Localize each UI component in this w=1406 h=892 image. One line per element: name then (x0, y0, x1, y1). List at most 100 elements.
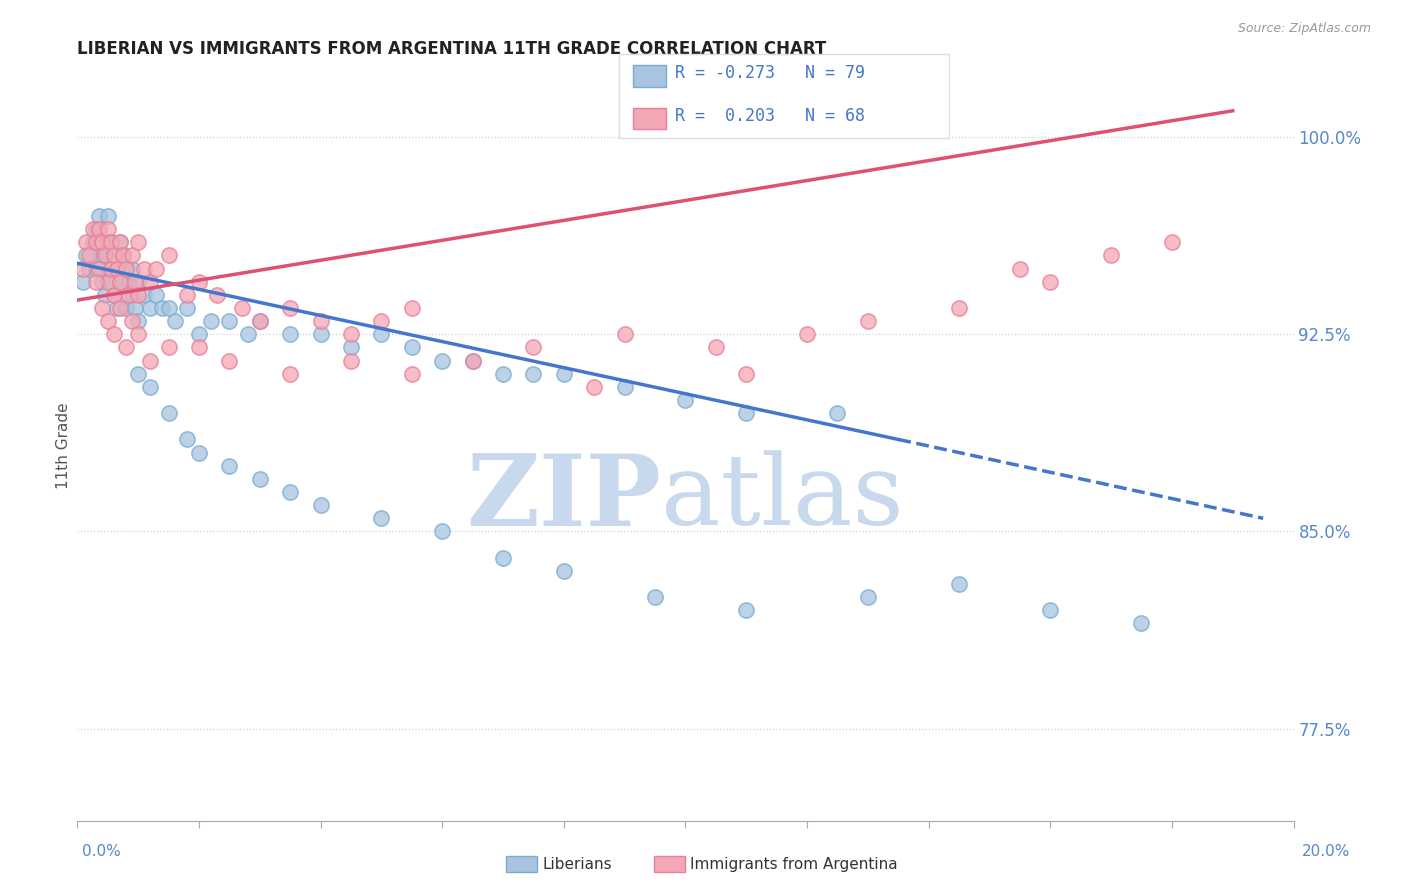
Point (1008, 261, 1031, 276)
Point (115, 340, 138, 354)
Point (309, 327, 332, 342)
Point (103, 288, 125, 302)
Point (188, 340, 211, 354)
Y-axis label: 11th Grade: 11th Grade (56, 402, 70, 490)
Point (84, 275, 107, 289)
Text: Immigrants from Argentina: Immigrants from Argentina (690, 857, 898, 871)
Point (827, 406, 849, 420)
Point (97, 209, 120, 223)
Point (1130, 616, 1153, 631)
Point (127, 235, 149, 250)
Point (278, 367, 301, 381)
Point (115, 261, 138, 276)
Point (340, 327, 363, 342)
Point (1099, 248, 1122, 262)
Point (115, 261, 138, 276)
Point (100, 235, 122, 250)
Point (157, 301, 180, 315)
Point (735, 406, 758, 420)
Point (127, 275, 149, 289)
Point (84, 235, 107, 250)
Point (93, 248, 115, 262)
Point (157, 248, 180, 262)
Point (139, 301, 162, 315)
Point (72, 275, 94, 289)
Point (704, 340, 727, 354)
Point (675, 392, 697, 407)
Point (139, 353, 162, 368)
Point (87, 261, 110, 276)
Point (856, 314, 879, 328)
Point (87, 222, 110, 236)
Point (90, 235, 112, 250)
Point (103, 327, 125, 342)
Point (127, 288, 149, 302)
Point (249, 314, 271, 328)
Point (613, 380, 636, 394)
Point (124, 301, 146, 315)
Point (461, 353, 484, 368)
Point (188, 327, 211, 342)
Point (236, 327, 259, 342)
Point (278, 327, 301, 342)
Point (249, 314, 271, 328)
Point (1039, 603, 1062, 617)
Point (188, 275, 211, 289)
Point (553, 367, 575, 381)
Point (82, 222, 104, 236)
Point (796, 327, 818, 342)
Point (97, 235, 120, 250)
Text: R = -0.273   N = 79: R = -0.273 N = 79 (675, 64, 865, 82)
Point (118, 288, 141, 302)
Point (370, 511, 392, 525)
Point (139, 380, 162, 394)
Point (108, 275, 131, 289)
Point (127, 327, 149, 342)
Point (644, 590, 666, 604)
Point (90, 248, 112, 262)
Point (115, 301, 138, 315)
Point (84, 261, 107, 276)
Point (157, 340, 180, 354)
Text: R =  0.203   N = 68: R = 0.203 N = 68 (675, 107, 865, 125)
Point (856, 590, 879, 604)
Point (176, 301, 198, 315)
Point (401, 367, 423, 381)
Point (278, 485, 301, 500)
Point (103, 248, 125, 262)
Point (100, 235, 122, 250)
Point (93, 288, 115, 302)
Text: 20.0%: 20.0% (1302, 845, 1350, 859)
Point (127, 367, 149, 381)
Point (522, 340, 544, 354)
Point (75, 248, 97, 262)
Text: Liberians: Liberians (543, 857, 613, 871)
Point (79, 248, 101, 262)
Point (134, 288, 156, 302)
Point (278, 301, 301, 315)
Point (205, 288, 228, 302)
Point (157, 406, 180, 420)
Point (218, 314, 240, 328)
Point (145, 288, 167, 302)
Point (108, 301, 131, 315)
Point (735, 603, 758, 617)
Point (309, 314, 332, 328)
Point (1039, 275, 1062, 289)
Point (108, 235, 131, 250)
Point (105, 261, 128, 276)
Text: atlas: atlas (661, 450, 904, 546)
Point (124, 275, 146, 289)
Point (108, 235, 131, 250)
Point (948, 301, 970, 315)
Point (87, 222, 110, 236)
Point (90, 301, 112, 315)
Point (121, 288, 143, 302)
Point (735, 367, 758, 381)
Point (461, 353, 484, 368)
Point (90, 275, 112, 289)
Point (108, 275, 131, 289)
Point (105, 301, 128, 315)
Point (111, 248, 134, 262)
Point (121, 314, 143, 328)
